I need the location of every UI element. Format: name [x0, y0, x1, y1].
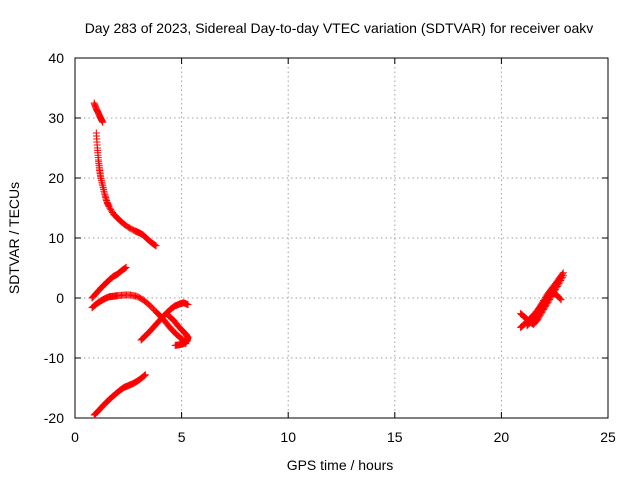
data-point [559, 272, 567, 280]
data-point [108, 207, 116, 215]
series-arc-e [137, 299, 192, 344]
y-axis-title: SDTVAR / TECUs [6, 182, 22, 294]
data-point [107, 206, 115, 214]
series-arc-a [90, 99, 107, 126]
y-tick-labels: -20 -10 0 10 20 30 40 [44, 50, 64, 426]
data-point [556, 278, 564, 286]
y-tick-label: -20 [44, 410, 64, 426]
data-point [150, 241, 158, 249]
x-axis-title: GPS time / hours [287, 457, 394, 473]
data-point [532, 313, 540, 321]
series-arc-f [165, 312, 192, 349]
data-point [552, 284, 560, 292]
chart-title: Day 283 of 2023, Sidereal Day-to-day VTE… [85, 20, 594, 36]
data-point [141, 371, 149, 379]
series-arc-b [92, 129, 160, 250]
data-point [556, 295, 564, 303]
y-tick-label: 10 [48, 230, 64, 246]
data-marks [88, 99, 567, 419]
data-point [553, 282, 561, 290]
data-point [171, 341, 179, 349]
series-arc-c [88, 263, 130, 302]
data-point [120, 265, 128, 273]
data-point [533, 309, 541, 317]
axis-ticks [74, 57, 609, 419]
y-tick-label: 0 [56, 290, 64, 306]
data-point [537, 302, 545, 310]
series-arc-g [90, 371, 149, 419]
x-tick-label: 10 [280, 429, 296, 445]
data-point [537, 303, 545, 311]
data-point [555, 280, 563, 288]
y-tick-label: 20 [48, 170, 64, 186]
data-point [140, 372, 148, 380]
data-point [557, 276, 565, 284]
data-point [184, 301, 192, 309]
x-tick-label: 25 [600, 429, 616, 445]
data-point [99, 118, 107, 126]
y-tick-label: 30 [48, 110, 64, 126]
data-point [141, 372, 149, 380]
data-point [534, 308, 542, 316]
data-point [122, 263, 130, 271]
x-tick-label: 5 [178, 429, 186, 445]
data-point [558, 273, 566, 281]
series-arc-j [523, 289, 565, 330]
data-point [554, 281, 562, 289]
x-tick-label: 0 [71, 429, 79, 445]
data-point [557, 296, 565, 304]
grid-lines [75, 58, 608, 418]
data-point [536, 305, 544, 313]
y-tick-label: 40 [48, 50, 64, 66]
data-point [535, 306, 543, 314]
data-point [152, 242, 160, 250]
data-point [121, 264, 129, 272]
x-tick-label: 20 [494, 429, 510, 445]
data-point [538, 300, 546, 308]
data-point [558, 275, 566, 283]
data-point [105, 203, 113, 211]
x-tick-label: 15 [387, 429, 403, 445]
x-tick-labels: 0 5 10 15 20 25 [71, 429, 616, 445]
data-point [532, 311, 540, 319]
y-tick-label: -10 [44, 350, 64, 366]
data-point [151, 241, 159, 249]
data-point [106, 204, 114, 212]
